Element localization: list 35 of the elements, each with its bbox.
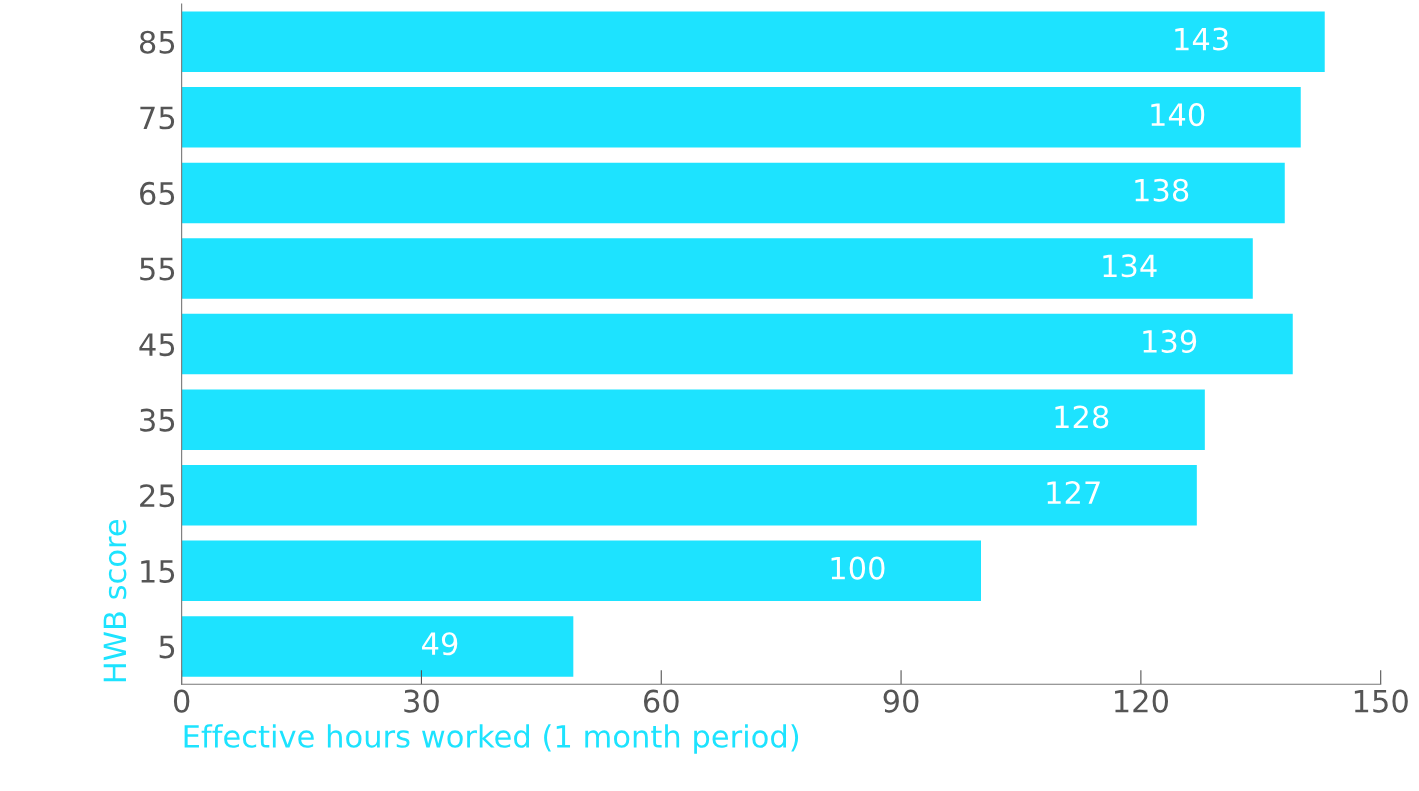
x-tick-label: 120: [1115, 689, 1169, 713]
x-tick-label: 0: [173, 689, 190, 713]
bar: [181, 616, 574, 677]
bar: [181, 11, 1325, 72]
y-tick-label: 75: [140, 106, 175, 130]
bar: [181, 162, 1285, 224]
y-tick-label: 5: [159, 635, 175, 659]
x-axis-title: Effective hours worked (1 month period): [184, 724, 799, 754]
bar: [181, 465, 1197, 526]
data-label: 128: [1055, 405, 1109, 429]
y-tick-label: 15: [141, 560, 175, 583]
data-label: 143: [1175, 27, 1228, 51]
y-tick-label: 25: [140, 484, 175, 508]
bar: [181, 87, 1301, 148]
data-label: 140: [1151, 103, 1205, 127]
bar: [181, 313, 1293, 375]
bar: [181, 540, 981, 602]
data-label: 127: [1047, 481, 1100, 504]
bar: [181, 238, 1253, 299]
data-label: 134: [1103, 254, 1157, 278]
x-tick-label: 30: [404, 689, 439, 713]
x-tick-label: 90: [883, 689, 919, 713]
data-label: 49: [422, 632, 458, 656]
x-tick-label: 150: [1354, 689, 1408, 713]
x-tick-label: 60: [643, 689, 679, 713]
y-tick-label: 55: [140, 257, 175, 281]
bar: [181, 389, 1205, 450]
y-tick-label: 85: [139, 30, 175, 54]
y-tick-label: 65: [140, 181, 175, 205]
data-label: 100: [831, 556, 885, 580]
data-label: 138: [1135, 178, 1189, 202]
data-label: 139: [1143, 329, 1197, 353]
y-tick-label: 45: [139, 333, 175, 357]
y-axis-title: HWB score: [103, 519, 127, 682]
y-tick-label: 35: [140, 408, 175, 432]
